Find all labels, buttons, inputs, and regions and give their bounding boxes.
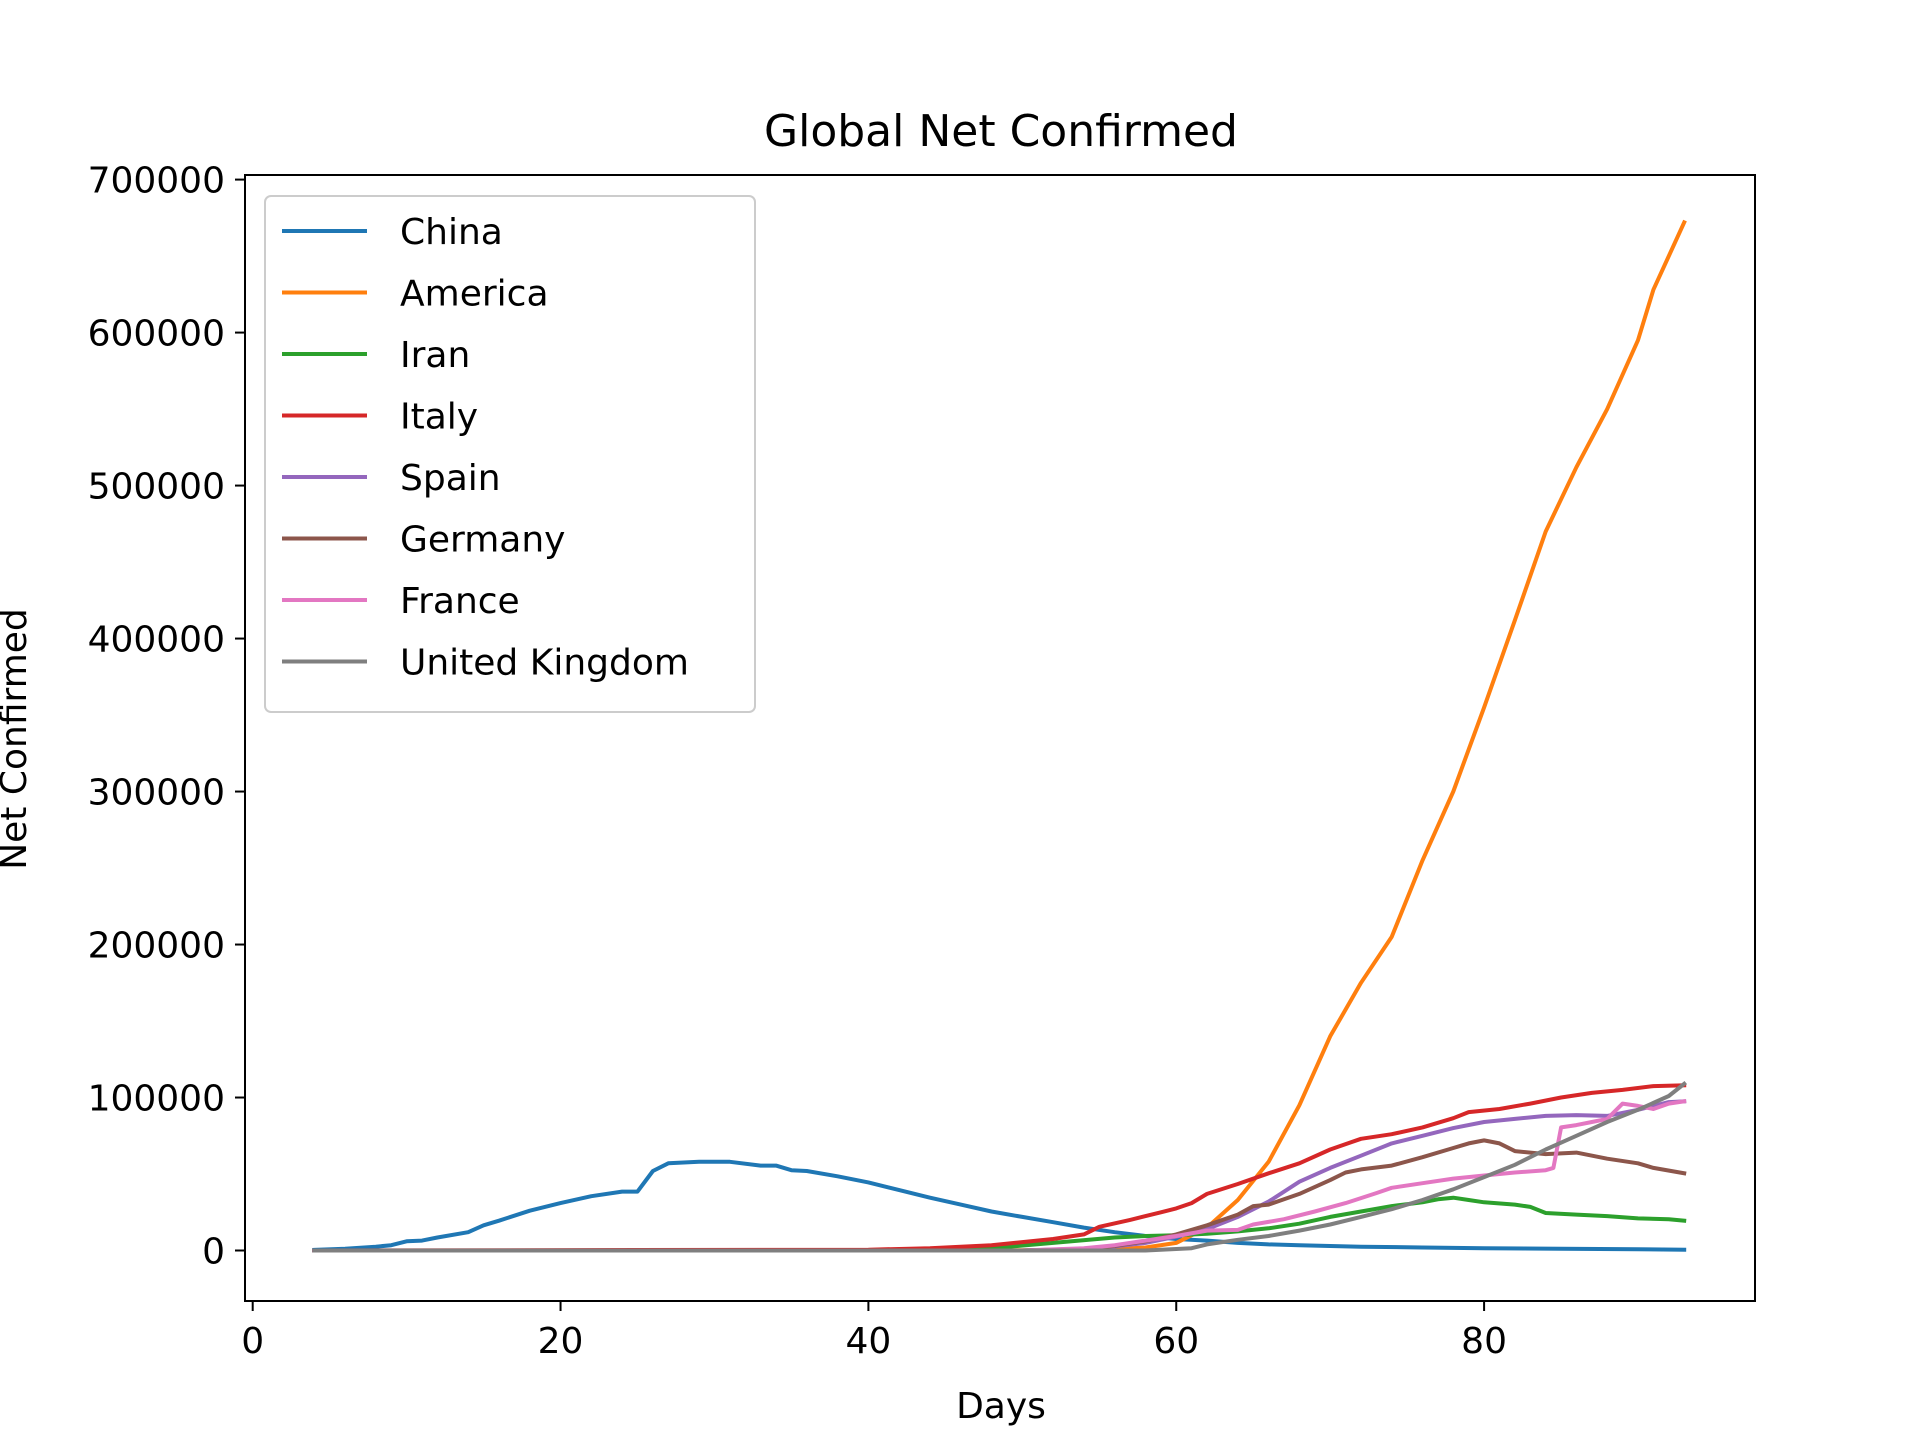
axes-layer: 0 20 40 60 80 0 100000 200000 300000 400000 500000…	[88, 161, 1756, 1362]
legend-label-italy: Italy	[400, 397, 478, 438]
y-tick-label: 500000	[88, 467, 225, 508]
y-tick-label: 200000	[88, 926, 225, 967]
y-tick-label: 600000	[88, 314, 225, 355]
series-line-france	[312, 1099, 1687, 1253]
series-line-china	[312, 1159, 1687, 1252]
x-tick-label: 80	[1461, 1321, 1507, 1362]
legend-label-spain: Spain	[400, 458, 501, 499]
y-axis-label: Net Confirmed	[0, 608, 35, 870]
x-tick-label: 0	[241, 1321, 264, 1362]
y-tick-label: 700000	[88, 161, 225, 202]
legend-label-iran: Iran	[400, 335, 470, 376]
legend-label-germany: Germany	[400, 520, 565, 561]
series-line-united-kingdom	[312, 1080, 1688, 1253]
y-tick-label: 100000	[88, 1079, 225, 1120]
legend-label-china: China	[400, 212, 503, 253]
legend-label-united-kingdom: United Kingdom	[400, 643, 689, 684]
legend-box	[264, 195, 756, 713]
plot-frame	[244, 174, 1756, 1302]
legend-label-america: America	[400, 274, 549, 315]
legend-label-france: France	[400, 581, 520, 622]
x-axis-label: Days	[956, 1386, 1046, 1427]
series-line-italy	[312, 1083, 1687, 1253]
y-tick-label: 0	[202, 1232, 225, 1273]
y-tick-label: 300000	[88, 773, 225, 814]
series-line-iran	[312, 1195, 1687, 1253]
y-tick-label: 400000	[88, 620, 225, 661]
series-layer	[312, 219, 1688, 1253]
legend: China America Iran Italy Spain Germany France U…	[264, 195, 756, 713]
x-tick-label: 60	[1153, 1321, 1199, 1362]
x-tick-label: 40	[845, 1321, 891, 1362]
chart-title: Global Net Confirmed	[764, 106, 1238, 157]
x-tick-label: 20	[538, 1321, 584, 1362]
series-line-america	[312, 219, 1687, 1253]
